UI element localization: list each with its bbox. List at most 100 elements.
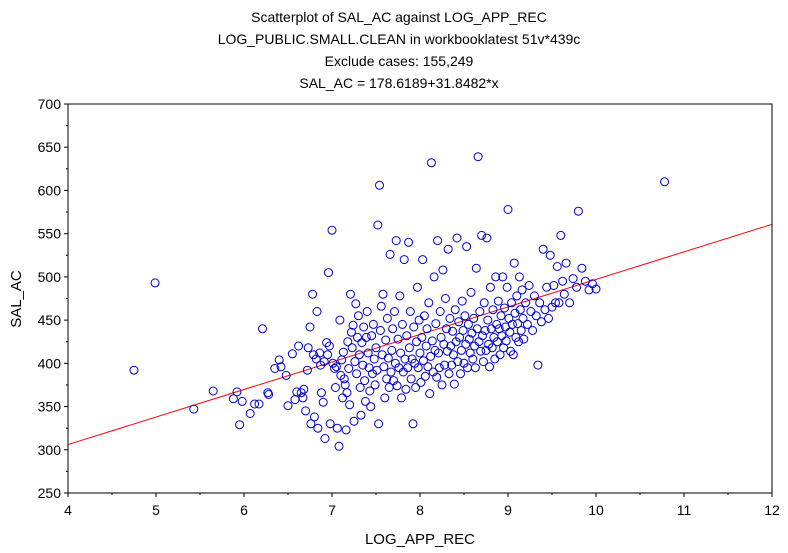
data-point bbox=[358, 360, 368, 370]
data-point bbox=[299, 384, 309, 394]
title-line-3: Exclude cases: 155,249 bbox=[325, 53, 474, 69]
y-tick-label: 400 bbox=[38, 355, 62, 371]
data-point bbox=[281, 370, 291, 380]
data-point bbox=[324, 268, 333, 278]
data-point bbox=[526, 307, 536, 316]
data-point bbox=[383, 353, 393, 363]
data-point bbox=[412, 282, 422, 292]
data-point bbox=[341, 425, 351, 435]
data-point bbox=[660, 177, 670, 187]
data-point bbox=[516, 326, 526, 335]
chart-title: Scatterplot of SAL_AC against LOG_APP_RE… bbox=[218, 9, 581, 91]
data-point bbox=[355, 383, 365, 392]
data-point bbox=[477, 230, 487, 240]
data-point bbox=[395, 291, 405, 301]
data-point bbox=[375, 326, 385, 335]
data-point bbox=[508, 350, 518, 360]
data-point bbox=[535, 298, 545, 308]
data-point bbox=[455, 332, 465, 342]
data-point bbox=[189, 404, 199, 414]
data-point bbox=[338, 393, 348, 403]
data-point bbox=[372, 365, 382, 375]
data-point bbox=[443, 244, 453, 254]
data-point bbox=[375, 180, 384, 190]
data-point bbox=[554, 298, 564, 308]
data-point bbox=[353, 332, 362, 342]
data-point bbox=[376, 301, 386, 311]
data-point bbox=[350, 357, 360, 367]
y-tick-label: 300 bbox=[38, 442, 62, 458]
data-point bbox=[501, 336, 511, 346]
data-point bbox=[445, 313, 455, 323]
data-point bbox=[577, 263, 587, 273]
data-point bbox=[423, 362, 433, 372]
data-point bbox=[309, 412, 319, 422]
data-point bbox=[452, 233, 462, 243]
data-point bbox=[344, 364, 354, 373]
x-tick-label: 6 bbox=[240, 502, 248, 518]
data-point bbox=[354, 350, 364, 360]
data-point bbox=[290, 395, 300, 405]
data-point bbox=[276, 362, 286, 372]
y-tick-label: 350 bbox=[38, 399, 62, 415]
data-point bbox=[250, 399, 260, 409]
data-point bbox=[434, 348, 443, 358]
data-point bbox=[348, 320, 358, 330]
data-point bbox=[340, 380, 350, 390]
y-axis-label: SAL_AC bbox=[8, 270, 25, 328]
data-point bbox=[449, 379, 459, 389]
data-point bbox=[470, 363, 480, 373]
y-tick-label: 450 bbox=[38, 312, 62, 328]
data-point bbox=[478, 331, 487, 341]
regression-line bbox=[67, 223, 773, 446]
data-point bbox=[528, 326, 538, 335]
data-point bbox=[387, 345, 397, 355]
data-point bbox=[487, 343, 497, 353]
data-point bbox=[325, 419, 335, 429]
data-point bbox=[362, 307, 372, 316]
data-point bbox=[426, 158, 436, 168]
data-point bbox=[393, 334, 403, 344]
x-tick-label: 5 bbox=[152, 502, 160, 518]
x-tick-label: 12 bbox=[764, 502, 780, 518]
data-point bbox=[335, 315, 345, 325]
data-point bbox=[509, 258, 519, 268]
data-point bbox=[150, 278, 160, 288]
data-point bbox=[409, 322, 419, 332]
data-point bbox=[536, 317, 546, 327]
data-point bbox=[419, 311, 429, 321]
data-point bbox=[345, 400, 355, 410]
data-point bbox=[453, 357, 463, 367]
data-point bbox=[371, 343, 381, 353]
data-point bbox=[283, 401, 293, 411]
data-point bbox=[551, 298, 560, 308]
data-point bbox=[457, 296, 467, 306]
data-point bbox=[492, 337, 502, 347]
data-point bbox=[493, 296, 503, 306]
data-point bbox=[431, 319, 441, 329]
data-point bbox=[542, 282, 552, 292]
data-point bbox=[346, 289, 355, 299]
data-point bbox=[366, 402, 376, 412]
data-point bbox=[503, 205, 513, 214]
data-point bbox=[437, 380, 447, 390]
data-point bbox=[382, 374, 392, 384]
data-point bbox=[319, 357, 329, 367]
data-point bbox=[129, 365, 139, 375]
data-point bbox=[270, 364, 280, 373]
data-point bbox=[538, 244, 548, 254]
data-point bbox=[440, 360, 450, 370]
data-point bbox=[406, 374, 416, 384]
data-point bbox=[235, 420, 245, 430]
data-point bbox=[456, 369, 465, 379]
data-point bbox=[429, 272, 439, 282]
data-point bbox=[360, 376, 370, 386]
axes: 4 5 6 7 8 9 10 11 12 250 300 350 400 450 500 550 600 650 7… bbox=[38, 96, 780, 518]
data-point bbox=[441, 294, 450, 303]
data-point bbox=[412, 337, 421, 347]
data-point bbox=[533, 360, 543, 370]
data-point bbox=[316, 388, 326, 398]
data-point bbox=[482, 233, 492, 243]
data-point bbox=[556, 230, 566, 240]
data-point bbox=[559, 289, 569, 299]
